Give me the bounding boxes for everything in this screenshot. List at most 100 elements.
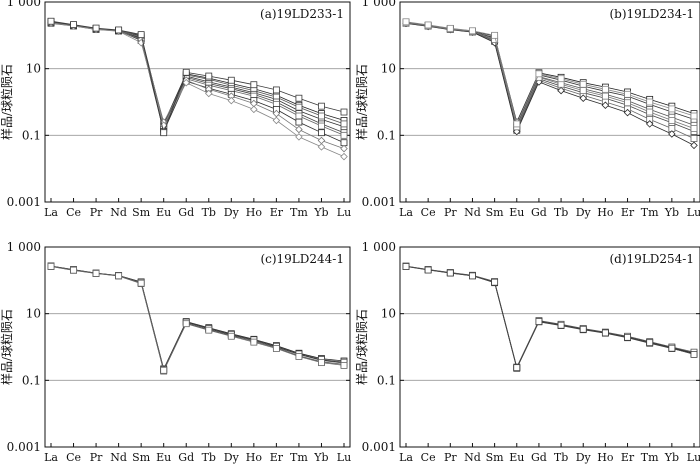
x-tick-label: Tb: [554, 206, 568, 219]
data-point: [624, 90, 631, 98]
x-tick-label: Ho: [246, 206, 263, 219]
series-8: [47, 19, 348, 161]
data-point: [668, 117, 676, 124]
data-point: [137, 279, 145, 287]
data-point: [317, 136, 326, 145]
x-tick-label: Eu: [156, 451, 171, 464]
data-point: [624, 99, 631, 107]
series-line: [50, 22, 345, 149]
plot-frame: [44, 246, 351, 448]
x-tick-label: Tm: [290, 451, 308, 464]
data-point: [318, 129, 325, 137]
series-line: [405, 265, 695, 369]
data-point: [340, 120, 348, 128]
data-point: [340, 362, 348, 369]
series-line: [50, 22, 345, 157]
x-tick-label: Dy: [224, 206, 240, 219]
data-point: [227, 76, 235, 84]
x-tick-label: Lu: [337, 206, 351, 219]
data-point: [668, 105, 676, 113]
data-point: [623, 108, 632, 117]
data-point: [250, 338, 258, 346]
plot-frame: [399, 1, 700, 203]
data-point: [535, 70, 543, 78]
data-point: [469, 272, 476, 280]
series-5: [47, 262, 348, 374]
data-point: [317, 143, 326, 151]
plot-frame: [399, 246, 700, 448]
data-point: [646, 339, 654, 347]
x-tick-label: Sm: [486, 206, 505, 219]
data-point: [318, 112, 325, 120]
series-line: [405, 266, 695, 370]
data-point: [535, 318, 543, 325]
y-tick-label: 0.1: [377, 128, 396, 142]
panel-title: (b)19LD234-1: [610, 7, 695, 21]
x-tick-label: La: [399, 451, 413, 464]
data-point: [513, 364, 521, 372]
x-tick-label: Ce: [421, 451, 436, 464]
data-point: [272, 116, 281, 125]
x-tick-label: Eu: [156, 206, 171, 219]
x-tick-label: Sm: [486, 451, 505, 464]
data-point: [295, 133, 303, 141]
y-axis-label: 样品/球粒陨石: [354, 64, 369, 140]
y-tick-label: 1 000: [7, 240, 41, 254]
data-point: [47, 17, 55, 25]
y-tick-label: 0.001: [362, 440, 396, 454]
data-point: [668, 130, 676, 138]
x-tick-label: Tm: [641, 451, 659, 464]
data-point: [424, 266, 432, 274]
data-point: [160, 129, 168, 137]
x-tick-label: La: [44, 451, 58, 464]
x-tick-label: Er: [270, 451, 284, 464]
series-line: [50, 21, 345, 136]
x-tick-label: Tm: [290, 206, 308, 219]
panel-title: (a)19LD233-1: [260, 7, 344, 21]
data-point: [70, 266, 77, 274]
x-tick-label: Pr: [90, 451, 103, 464]
series-line: [405, 22, 695, 129]
data-point: [205, 326, 213, 334]
x-tick-label: Dy: [576, 451, 592, 464]
y-tick-label: 0.1: [22, 373, 41, 387]
x-tick-label: Sm: [132, 451, 151, 464]
data-point: [340, 139, 348, 147]
y-tick-label: 0.1: [22, 128, 41, 142]
data-point: [250, 81, 258, 89]
data-point: [690, 112, 698, 120]
data-point: [402, 263, 410, 270]
x-tick-label: Yb: [313, 451, 328, 464]
y-tick-label: 10: [26, 62, 41, 76]
data-point: [513, 127, 521, 136]
series-2: [402, 262, 698, 372]
series-line: [405, 265, 695, 369]
data-point: [424, 21, 432, 29]
x-tick-label: Yb: [664, 206, 679, 219]
data-point: [137, 31, 145, 39]
series-4: [402, 263, 698, 372]
data-point: [668, 344, 676, 352]
x-tick-label: Ho: [597, 206, 614, 219]
data-point: [579, 80, 587, 88]
data-point: [227, 96, 236, 105]
data-point: [137, 38, 145, 47]
plot-frame: [44, 1, 351, 203]
data-point: [295, 94, 303, 102]
data-point: [446, 269, 454, 277]
x-tick-label: Ce: [421, 206, 436, 219]
data-point: [646, 98, 654, 106]
series-line: [50, 266, 345, 372]
x-tick-label: Gd: [178, 451, 194, 464]
data-point: [646, 108, 654, 116]
x-tick-label: Dy: [576, 206, 592, 219]
series-line: [405, 21, 695, 126]
data-point: [469, 27, 476, 35]
x-tick-label: Gd: [178, 206, 194, 219]
data-point: [205, 72, 213, 80]
data-point: [446, 24, 454, 32]
x-tick-label: Tb: [554, 451, 568, 464]
